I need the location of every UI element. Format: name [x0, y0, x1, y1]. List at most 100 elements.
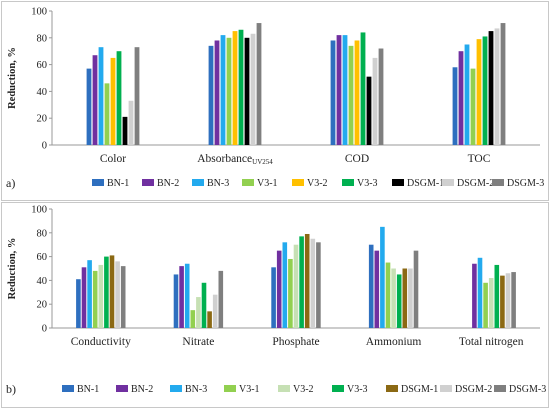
chart-b-legend-label: DSGM-2 — [455, 384, 492, 395]
chart-b-bar-v3-1 — [92, 270, 98, 328]
chart-a-bar-v3-1 — [226, 37, 232, 145]
chart-b-bar-bn-1 — [76, 279, 81, 328]
chart-b-bar-bn-1 — [368, 244, 374, 328]
chart-b-bar-dsgm-1 — [109, 255, 115, 328]
chart-a-bar-v3-2 — [110, 57, 116, 145]
chart-a-category-label: AbsorbanceUV254 — [197, 153, 273, 166]
chart-a-bar-v3-3 — [116, 51, 122, 146]
chart-b-ytick-label: 100 — [31, 205, 47, 216]
chart-b-legend-item: DSGM-3 — [494, 384, 546, 395]
chart-b-bar-dsgm-1 — [304, 233, 310, 328]
chart-b-legend-label: BN-1 — [77, 384, 99, 395]
chart-b-bar-dsgm-3 — [120, 266, 126, 328]
chart-a-panel-label: a) — [6, 176, 15, 190]
chart-a-bar-bn-3 — [464, 44, 470, 145]
chart-b-bar-v3-3 — [494, 264, 500, 328]
chart-b-legend-swatch — [170, 385, 182, 392]
chart-a-svg: 0 20 40 60 80 100 Reduction, % Color AbsorbanceU… — [6, 7, 544, 191]
chart-b-legend-item: DSGM-1 — [386, 384, 438, 395]
chart-a-bar-v3-3 — [238, 29, 244, 145]
chart-a-category-label: Color — [100, 153, 126, 165]
chart-b-legend-item: DSGM-2 — [440, 384, 492, 395]
chart-a-bar-dsgm-3 — [134, 47, 140, 145]
chart-a-legend-label: V3-3 — [357, 178, 378, 189]
chart-a-bar-dsgm-1 — [488, 31, 494, 146]
chart-a-bar-bn-3 — [98, 47, 104, 145]
chart-a-legend-swatch — [342, 179, 354, 186]
chart-b-bar-v3-1 — [190, 310, 196, 328]
chart-a-bar-bn-1 — [208, 45, 214, 146]
chart-a-legend-label: DSGM-1 — [407, 178, 444, 189]
chart-b-bar-bn-2 — [81, 267, 87, 328]
chart-a-legend-item: V3-3 — [342, 178, 378, 189]
chart-a-legend-item: V3-2 — [292, 178, 328, 189]
chart-a-legend-swatch — [192, 179, 204, 186]
chart-b-bar-bn-3 — [282, 242, 288, 328]
chart-b-bar-bn-2 — [179, 266, 184, 328]
chart-b-legend-swatch — [440, 385, 452, 392]
chart-b-ytick-label: 80 — [37, 228, 48, 239]
chart-b-bar-v3-2 — [196, 297, 201, 328]
chart-a-bar-bn-1 — [452, 67, 458, 145]
chart-b-legend-swatch — [494, 385, 506, 392]
chart-a-bar-bn-1 — [330, 40, 336, 146]
chart-b-bar-dsgm-3 — [511, 272, 516, 328]
chart-b-bar-bn-2 — [374, 250, 380, 328]
chart-a-legend-label: DSGM-3 — [507, 178, 544, 189]
chart-b-ylabel: Reduction, % — [7, 238, 18, 300]
chart-b-bar-dsgm-2 — [310, 238, 316, 328]
chart-a-ytick-label: 80 — [37, 33, 48, 44]
chart-a-bar-dsgm-2 — [372, 57, 378, 145]
chart-b-bar-dsgm-1 — [207, 311, 212, 328]
chart-a-legend-item: BN-1 — [92, 178, 129, 189]
chart-a-legend-swatch — [142, 179, 154, 186]
chart-a-legend-label: V3-1 — [257, 178, 278, 189]
chart-b-bar-v3-1 — [483, 282, 488, 328]
chart-a-ytick-label: 40 — [37, 87, 48, 98]
chart-a-legend-swatch — [492, 179, 504, 186]
chart-a-legend-swatch — [242, 179, 254, 186]
chart-a-legend-swatch — [92, 179, 104, 186]
chart-b-category-label: Conductivity — [71, 336, 131, 348]
chart-b-bar-v3-3 — [201, 282, 207, 328]
chart-b-bar-dsgm-1 — [402, 268, 408, 328]
chart-a-bar-bn-2 — [458, 51, 464, 146]
chart-b-bar-dsgm-3 — [316, 242, 321, 328]
chart-a-ytick-label: 100 — [31, 7, 47, 18]
chart-a-bar-dsgm-3 — [256, 23, 262, 146]
chart-a-bar-v3-3 — [482, 36, 488, 145]
chart-a-legend-label: BN-2 — [157, 178, 179, 189]
chart-a-bar-bn-2 — [336, 35, 342, 146]
chart-b-bar-bn-1 — [271, 267, 276, 328]
chart-a-legend-item: V3-1 — [242, 178, 278, 189]
chart-b-bar-dsgm-2 — [115, 261, 120, 328]
chart-a-bar-bn-3 — [342, 35, 348, 146]
chart-b-legend-item: BN-3 — [170, 384, 207, 395]
chart-b-legend-swatch — [332, 385, 344, 392]
chart-b-bar-v3-1 — [288, 258, 293, 328]
chart-a-bar-v3-2 — [232, 31, 238, 146]
chart-a-ytick-label: 60 — [37, 60, 48, 71]
chart-a-ytick-label: 0 — [42, 141, 47, 152]
chart-b-bar-bn-3 — [87, 260, 92, 328]
chart-a-bar-bn-3 — [220, 35, 226, 146]
chart-b-legend-swatch — [224, 385, 236, 392]
chart-b-bar-v3-3 — [104, 256, 109, 328]
chart-b-ytick-label: 20 — [37, 300, 48, 311]
chart-b-legend-item: V3-2 — [278, 384, 314, 395]
chart-b-legend-swatch — [116, 385, 128, 392]
chart-a-category-label: COD — [345, 153, 369, 165]
chart-b-legend-swatch — [278, 385, 290, 392]
chart-a-legend-label: BN-3 — [207, 178, 229, 189]
chart-b-legend-label: BN-3 — [185, 384, 207, 395]
chart-b-bar-v3-2 — [293, 244, 299, 328]
chart-b-legend-label: DSGM-3 — [509, 384, 546, 395]
chart-a-legend-label: BN-1 — [107, 178, 129, 189]
chart-a-bar-dsgm-3 — [378, 48, 384, 145]
chart-b-category-label: Ammonium — [366, 336, 422, 348]
chart-a-bar-dsgm-2 — [494, 28, 500, 146]
chart-a-bar-dsgm-3 — [500, 23, 506, 146]
chart-b-ytick-label: 0 — [42, 324, 47, 335]
chart-b-bar-v3-2 — [488, 278, 494, 328]
chart-b-ytick-label: 60 — [37, 252, 48, 263]
